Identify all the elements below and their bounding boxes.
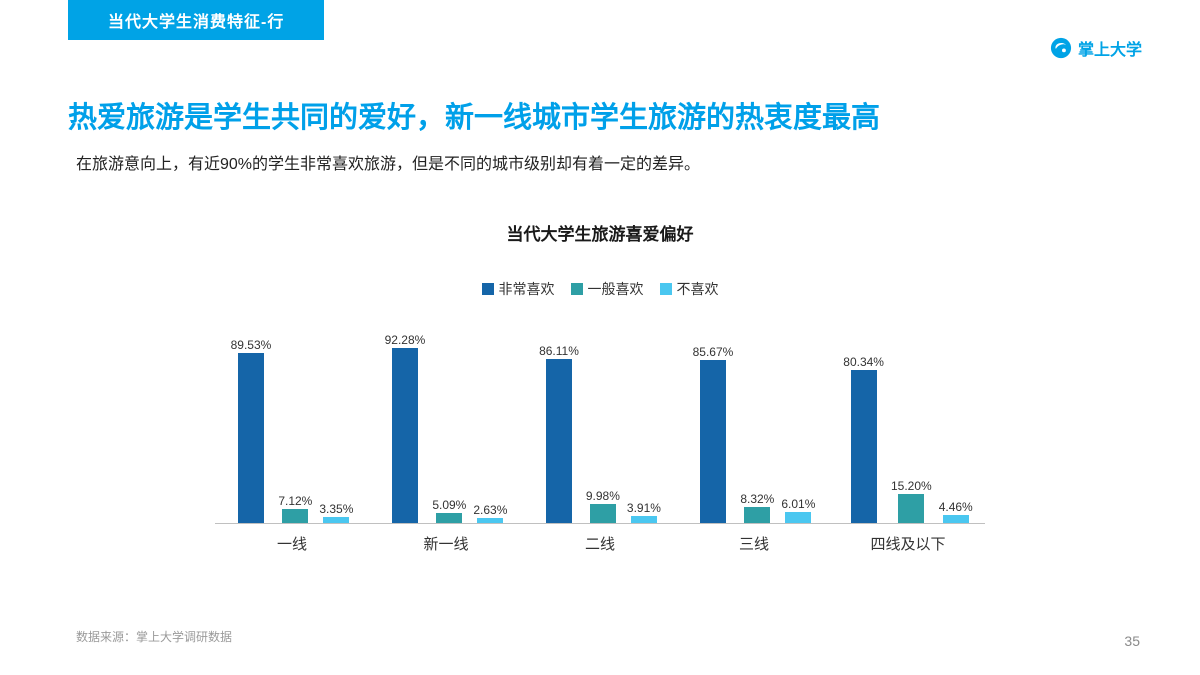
bar-value-label: 3.35% xyxy=(319,501,354,516)
legend-swatch xyxy=(659,283,672,295)
bar-value-label: 4.46% xyxy=(938,499,973,514)
bar-value-label: 7.12% xyxy=(278,494,313,509)
bar-group: 89.53% 7.12% 3.35% xyxy=(215,338,369,523)
bar-wrap: 92.28% xyxy=(384,332,426,523)
plot-area: 89.53% 7.12% 3.35% 92.28% 5.09% 2.63% 86.11% 9.… xyxy=(215,311,985,524)
bar-wrap: 86.11% xyxy=(539,344,579,523)
brand-name: 掌上大学 xyxy=(1077,42,1142,59)
bar-wrap: 3.91% xyxy=(627,501,661,523)
bar xyxy=(898,494,925,523)
bar-wrap: 8.32% xyxy=(740,492,774,523)
bar-value-label: 3.91% xyxy=(626,500,661,515)
legend-label: 不喜欢 xyxy=(676,281,719,297)
category-label: 一线 xyxy=(276,536,307,553)
bar xyxy=(744,507,771,523)
chart: 当代大学生旅游喜爱偏好 非常喜欢 一般喜欢 不喜欢 89.53% 7.12% 3.35%… xyxy=(0,220,1200,554)
bar-value-label: 6.01% xyxy=(781,496,816,511)
bar-wrap: 85.67% xyxy=(692,345,734,523)
bar-group: 86.11% 9.98% 3.91% xyxy=(523,344,677,523)
bar xyxy=(436,513,463,523)
bar-wrap: 15.20% xyxy=(891,479,932,523)
brand-logo-icon xyxy=(1050,37,1072,59)
category-axis: 一线 新一线 二线 三线 四线及以下 xyxy=(215,524,985,554)
bar xyxy=(630,515,657,523)
bar xyxy=(391,347,418,523)
page-title: 热爱旅游是学生共同的爱好，新一线城市学生旅游的热衷度最高 xyxy=(68,102,881,134)
bar-wrap: 4.46% xyxy=(939,500,973,523)
data-source: 数据来源：掌上大学调研数据 xyxy=(76,630,233,644)
bar xyxy=(282,509,309,523)
bar-value-label: 80.34% xyxy=(843,355,884,370)
category-label: 新一线 xyxy=(423,536,469,553)
bar-wrap: 7.12% xyxy=(278,494,312,523)
category-label: 二线 xyxy=(584,536,615,553)
bar-value-label: 85.67% xyxy=(692,345,734,360)
legend-item: 非常喜欢 xyxy=(481,279,555,299)
legend-label: 非常喜欢 xyxy=(498,281,555,297)
bar xyxy=(699,360,726,523)
bar-wrap: 80.34% xyxy=(843,355,884,523)
bar xyxy=(785,511,812,523)
legend-item: 一般喜欢 xyxy=(570,279,644,299)
bar-chart: 89.53% 7.12% 3.35% 92.28% 5.09% 2.63% 86.11% 9.… xyxy=(215,311,985,554)
bar-wrap: 2.63% xyxy=(473,503,507,523)
legend-swatch xyxy=(570,283,583,295)
bar-wrap: 6.01% xyxy=(781,497,815,523)
legend-swatch xyxy=(481,283,494,295)
section-badge: 当代大学生消费特征-行 xyxy=(68,0,325,40)
bar-wrap: 9.98% xyxy=(586,489,620,523)
bar xyxy=(545,359,572,523)
bar-wrap: 3.35% xyxy=(319,502,353,523)
bar-value-label: 15.20% xyxy=(890,479,932,494)
category-label: 四线及以下 xyxy=(870,536,946,553)
bar xyxy=(850,370,877,523)
bar-value-label: 5.09% xyxy=(432,498,467,513)
bar-value-label: 92.28% xyxy=(384,332,426,347)
chart-title: 当代大学生旅游喜爱偏好 xyxy=(506,225,694,244)
bar-wrap: 89.53% xyxy=(230,337,272,523)
category-label: 三线 xyxy=(738,536,769,553)
bar xyxy=(323,516,350,523)
bar-group: 80.34% 15.20% 4.46% xyxy=(831,355,985,523)
bar-value-label: 2.63% xyxy=(473,503,508,518)
brand-logo: 掌上大学 xyxy=(1050,36,1142,60)
bar-group: 85.67% 8.32% 6.01% xyxy=(677,345,831,523)
bar xyxy=(477,518,504,523)
bar-group: 92.28% 5.09% 2.63% xyxy=(369,333,523,523)
bar-value-label: 89.53% xyxy=(230,337,272,352)
bar xyxy=(589,504,616,523)
legend-label: 一般喜欢 xyxy=(587,281,644,297)
bar xyxy=(942,514,969,523)
legend-item: 不喜欢 xyxy=(659,279,719,299)
chart-legend: 非常喜欢 一般喜欢 不喜欢 xyxy=(0,279,1200,299)
subtitle: 在旅游意向上，有近90%的学生非常喜欢旅游，但是不同的城市级别却有着一定的差异。 xyxy=(76,156,701,173)
page-number: 35 xyxy=(1124,633,1140,649)
bar-value-label: 86.11% xyxy=(539,344,579,359)
bar-value-label: 9.98% xyxy=(585,489,620,504)
bar-wrap: 5.09% xyxy=(432,498,466,523)
bar xyxy=(237,352,264,523)
bar-value-label: 8.32% xyxy=(740,492,775,507)
